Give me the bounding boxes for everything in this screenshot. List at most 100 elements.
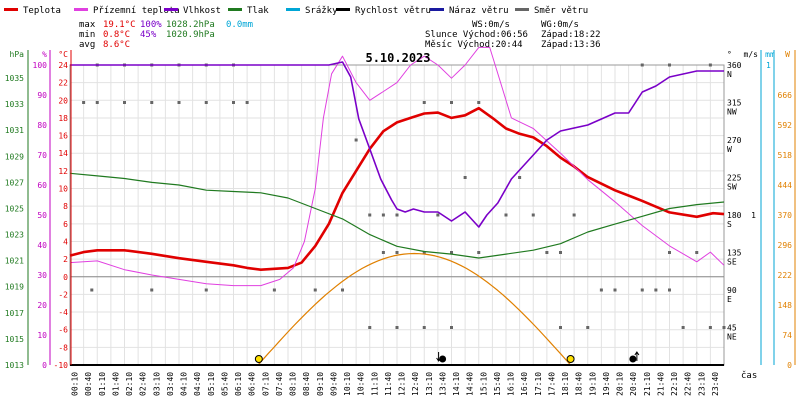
x-tick-label: 03:40 <box>166 372 175 396</box>
axis-label-dir: ° <box>727 50 732 59</box>
direction-point <box>450 251 453 254</box>
axis-tick-w: 296 <box>778 241 793 250</box>
direction-point <box>422 326 426 329</box>
direction-point <box>395 251 399 254</box>
direction-point <box>668 288 671 292</box>
event-markers <box>70 351 724 366</box>
axis-tick-ms: 1 <box>751 211 756 220</box>
direction-point <box>90 288 94 292</box>
info-moonset: Západ:13:36 <box>541 40 601 50</box>
axis-tick-dir: 315 <box>727 99 742 108</box>
direction-point <box>531 213 535 217</box>
x-tick-label: 13:40 <box>438 372 447 396</box>
direction-point <box>477 101 481 104</box>
axis-tick-temp: 8 <box>63 202 68 211</box>
x-tick-label: 11:10 <box>370 372 379 396</box>
axis-tick-pct: 100 <box>33 61 48 70</box>
axis-tick-hpa: 1025 <box>5 204 24 213</box>
x-tick-label: 15:10 <box>479 372 488 396</box>
legend-swatch <box>4 8 18 11</box>
axis-tick-dir: 225 <box>727 174 742 183</box>
axis-dir-name: W <box>727 145 732 154</box>
direction-point <box>313 288 317 292</box>
axis-tick-w: 518 <box>778 151 793 160</box>
x-tick-label: 12:40 <box>411 372 420 396</box>
direction-point <box>654 288 658 292</box>
legend-label: Náraz větru <box>449 6 509 16</box>
axis-tick-w: 222 <box>778 271 793 280</box>
direction-point <box>450 326 453 329</box>
axis-tick-temp: -2 <box>58 290 68 299</box>
moonrise-arrow <box>634 351 640 361</box>
legend: Teplota Přízemní teplota Vlhkost Tlak Srážky… <box>4 6 588 16</box>
stat-min-hum: 45% <box>140 30 157 40</box>
direction-point <box>599 288 603 292</box>
direction-point <box>545 251 549 254</box>
axis-tick-dir: 90 <box>727 286 737 295</box>
axis-tick-w: 0 <box>787 361 792 370</box>
direction-point <box>422 101 426 104</box>
chart-title: 5.10.2023 <box>365 51 430 65</box>
axis-tick-pct: 50 <box>37 211 47 220</box>
legend-label: Teplota <box>23 6 61 16</box>
axis-tick-temp: 2 <box>63 255 68 264</box>
axis-tick-temp: -10 <box>54 361 69 370</box>
x-tick-label: 20:40 <box>629 372 638 396</box>
x-tick-label: 04:40 <box>193 372 202 396</box>
axis-tick-pct: 40 <box>37 241 47 250</box>
x-axis-label: čas <box>741 370 757 381</box>
axis-tick-temp: 4 <box>63 237 68 246</box>
x-tick-label: 11:40 <box>384 372 393 396</box>
axis-tick-hpa: 1035 <box>5 74 24 83</box>
x-tick-label: 22:10 <box>670 372 679 396</box>
axis-dir-name: SW <box>727 183 737 192</box>
axis-tick-temp: 20 <box>58 96 68 105</box>
direction-point <box>436 213 440 217</box>
legend-label: Tlak <box>247 6 269 16</box>
x-tick-label: 08:10 <box>289 372 298 396</box>
axis-dir-name: NW <box>727 108 737 117</box>
axis-tick-pct: 60 <box>37 181 47 190</box>
axis-tick-w: 444 <box>778 181 793 190</box>
stat-min-label: min <box>79 30 95 40</box>
x-tick-label: 00:10 <box>71 372 80 396</box>
sunset-marker <box>566 355 575 363</box>
series-layer <box>69 46 725 366</box>
x-tick-label: 09:40 <box>329 372 338 396</box>
x-tick-label: 21:40 <box>656 372 665 396</box>
axis-tick-dir: 360 <box>727 61 742 70</box>
direction-point <box>354 138 358 142</box>
axis-label-hpa: hPa <box>10 50 25 59</box>
axis-label-mm: mm <box>765 50 775 59</box>
x-tick-label: 12:10 <box>398 372 407 396</box>
x-axis-ticks: 00:10 00:40 01:10 01:40 02:10 02:40 03:10 03:40… <box>71 372 720 396</box>
info-sunrise: Slunce Východ:06:56 <box>425 30 528 40</box>
legend-label: Vlhkost <box>183 6 221 16</box>
x-tick-label: 07:10 <box>261 372 270 396</box>
axis-tick-temp: 22 <box>58 79 68 88</box>
direction-point <box>395 326 399 329</box>
direction-point <box>668 251 671 254</box>
axis-tick-hpa: 1033 <box>5 100 24 109</box>
legend-label: Přízemní teplota <box>93 6 180 16</box>
axis-tick-temp: 6 <box>63 220 68 229</box>
direction-point <box>395 213 399 217</box>
x-tick-label: 10:10 <box>343 372 352 396</box>
direction-point <box>245 101 249 104</box>
stat-max-rain: 0.0mm <box>226 20 253 30</box>
info-sunset: Západ:18:22 <box>541 30 601 40</box>
info-wg: WG:0m/s <box>541 20 579 30</box>
x-tick-label: 10:40 <box>357 372 366 396</box>
axis-tick-temp: 18 <box>58 114 68 123</box>
axis-tick-hpa: 1029 <box>5 152 24 161</box>
legend-label: Rychlost větru <box>355 6 431 16</box>
axis-tick-temp: -4 <box>58 308 68 317</box>
x-tick-label: 02:40 <box>139 372 148 396</box>
axis-tick-pct: 80 <box>37 121 47 130</box>
axis-tick-w: 666 <box>778 91 793 100</box>
stats-block: max 19.1°C 100% 1028.2hPa 0.0mm min 0.8°… <box>79 20 253 50</box>
axis-label-pct: % <box>42 50 47 59</box>
x-tick-label: 18:10 <box>561 372 570 396</box>
direction-point <box>150 101 154 104</box>
